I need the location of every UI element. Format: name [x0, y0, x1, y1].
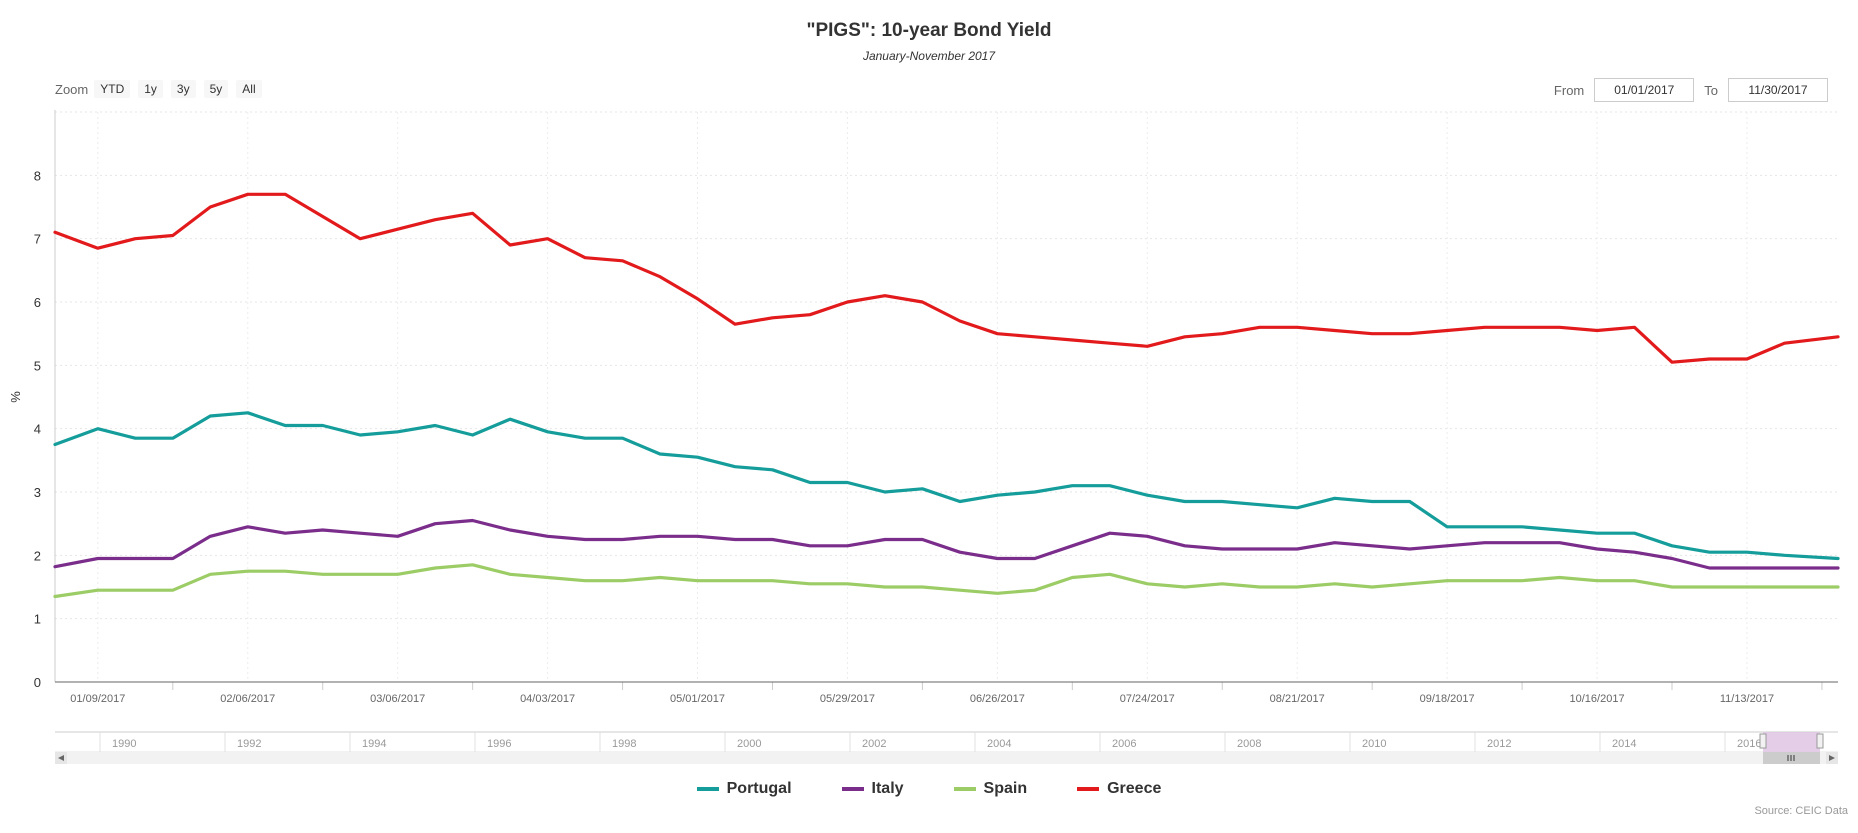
scroll-left-arrow-icon — [58, 755, 64, 761]
navigator-selection[interactable] — [1763, 732, 1820, 752]
line-chart: 0 1 2 3 4 5 6 7 8 01/09/2017 02/06/2017 03/06/2017 0… — [8, 110, 1840, 764]
legend-item-greece[interactable]: Greece — [1077, 780, 1161, 798]
series-line-portugal — [53, 411, 1840, 561]
x-tick-label: 02/06/2017 — [220, 693, 275, 705]
navigator-label: 2000 — [737, 738, 761, 750]
y-tick-label: 5 — [34, 358, 41, 373]
y-tick-label: 0 — [34, 675, 41, 690]
legend-swatch-spain — [953, 787, 976, 791]
navigator-label: 2002 — [862, 738, 886, 750]
scrollbar-track[interactable] — [55, 752, 1838, 764]
navigator-label: 2008 — [1237, 738, 1261, 750]
navigator-label: 2006 — [1112, 738, 1136, 750]
legend-swatch-greece — [1077, 787, 1100, 791]
legend-swatch-italy — [841, 787, 864, 791]
x-tick-label: 09/18/2017 — [1420, 693, 1475, 705]
zoom-ytd-button[interactable]: YTD — [94, 80, 131, 98]
legend-label-greece: Greece — [1107, 780, 1162, 797]
navigator-label: 2010 — [1362, 738, 1386, 750]
to-date-input[interactable]: 11/30/2017 — [1728, 78, 1828, 102]
y-tick-label: 1 — [34, 612, 41, 627]
y-tick-label: 7 — [34, 232, 41, 247]
x-tick-label: 05/01/2017 — [670, 693, 725, 705]
scroll-right-arrow-icon — [1829, 755, 1835, 761]
navigator-label: 1994 — [362, 738, 386, 750]
zoom-3y-button[interactable]: 3y — [170, 80, 196, 98]
navigator-label: 1996 — [487, 738, 511, 750]
legend-item-spain[interactable]: Spain — [953, 780, 1028, 798]
x-tick-label: 03/06/2017 — [370, 693, 425, 705]
navigator-label: 1990 — [112, 738, 136, 750]
legend-item-portugal[interactable]: Portugal — [696, 780, 792, 798]
legend-label-portugal: Portugal — [726, 780, 792, 797]
zoom-1y-button[interactable]: 1y — [138, 80, 163, 98]
from-label: From — [1553, 82, 1585, 98]
legend-label-spain: Spain — [983, 780, 1028, 797]
x-tick-label: 10/16/2017 — [1570, 693, 1625, 705]
navigator-label: 2014 — [1612, 738, 1636, 750]
x-tick-label: 05/29/2017 — [820, 693, 875, 705]
zoom-all-button[interactable]: All — [236, 80, 262, 98]
y-tick-label: 8 — [34, 168, 41, 183]
zoom-label: Zoom — [55, 81, 89, 97]
x-tick-label: 06/26/2017 — [970, 693, 1025, 705]
y-tick-label: 4 — [34, 422, 41, 437]
zoom-5y-button[interactable]: 5y — [203, 80, 229, 98]
source-note: Source: CEIC Data — [1754, 805, 1848, 817]
to-label: To — [1704, 82, 1718, 98]
chart-subtitle: January-November 2017 — [862, 49, 996, 63]
navigator-label: 2016 — [1737, 738, 1761, 750]
series-line-greece — [53, 192, 1840, 364]
x-tick-label: 11/13/2017 — [1720, 693, 1774, 705]
legend-item-italy[interactable]: Italy — [841, 780, 904, 798]
navigator-handle-right[interactable] — [1816, 733, 1824, 749]
from-date-input[interactable]: 01/01/2017 — [1594, 78, 1695, 102]
legend: Portugal Italy Spain Greece — [0, 780, 1858, 798]
zoom-controls: Zoom YTD 1y 3y 5y All — [55, 80, 270, 98]
navigator-label: 2004 — [987, 738, 1011, 750]
y-tick-label: 2 — [34, 548, 41, 563]
legend-label-italy: Italy — [871, 780, 904, 797]
date-range: From 01/01/2017 To 11/30/2017 — [1554, 78, 1838, 102]
navigator-handle-left[interactable] — [1759, 733, 1767, 749]
legend-swatch-portugal — [696, 787, 719, 791]
navigator-label: 1998 — [612, 738, 636, 750]
x-tick-label: 08/21/2017 — [1270, 693, 1325, 705]
series-line-spain — [53, 563, 1840, 599]
series-line-italy — [53, 518, 1840, 570]
navigator-label: 1992 — [237, 738, 261, 750]
y-axis-label: % — [8, 391, 23, 403]
x-tick-label: 04/03/2017 — [520, 693, 575, 705]
x-tick-label: 07/24/2017 — [1120, 693, 1175, 705]
y-tick-label: 3 — [34, 485, 41, 500]
chart-title: "PIGS": 10-year Bond Yield — [806, 20, 1052, 41]
y-tick-label: 6 — [34, 295, 41, 310]
x-tick-label: 01/09/2017 — [70, 693, 125, 705]
navigator-label: 2012 — [1487, 738, 1511, 750]
